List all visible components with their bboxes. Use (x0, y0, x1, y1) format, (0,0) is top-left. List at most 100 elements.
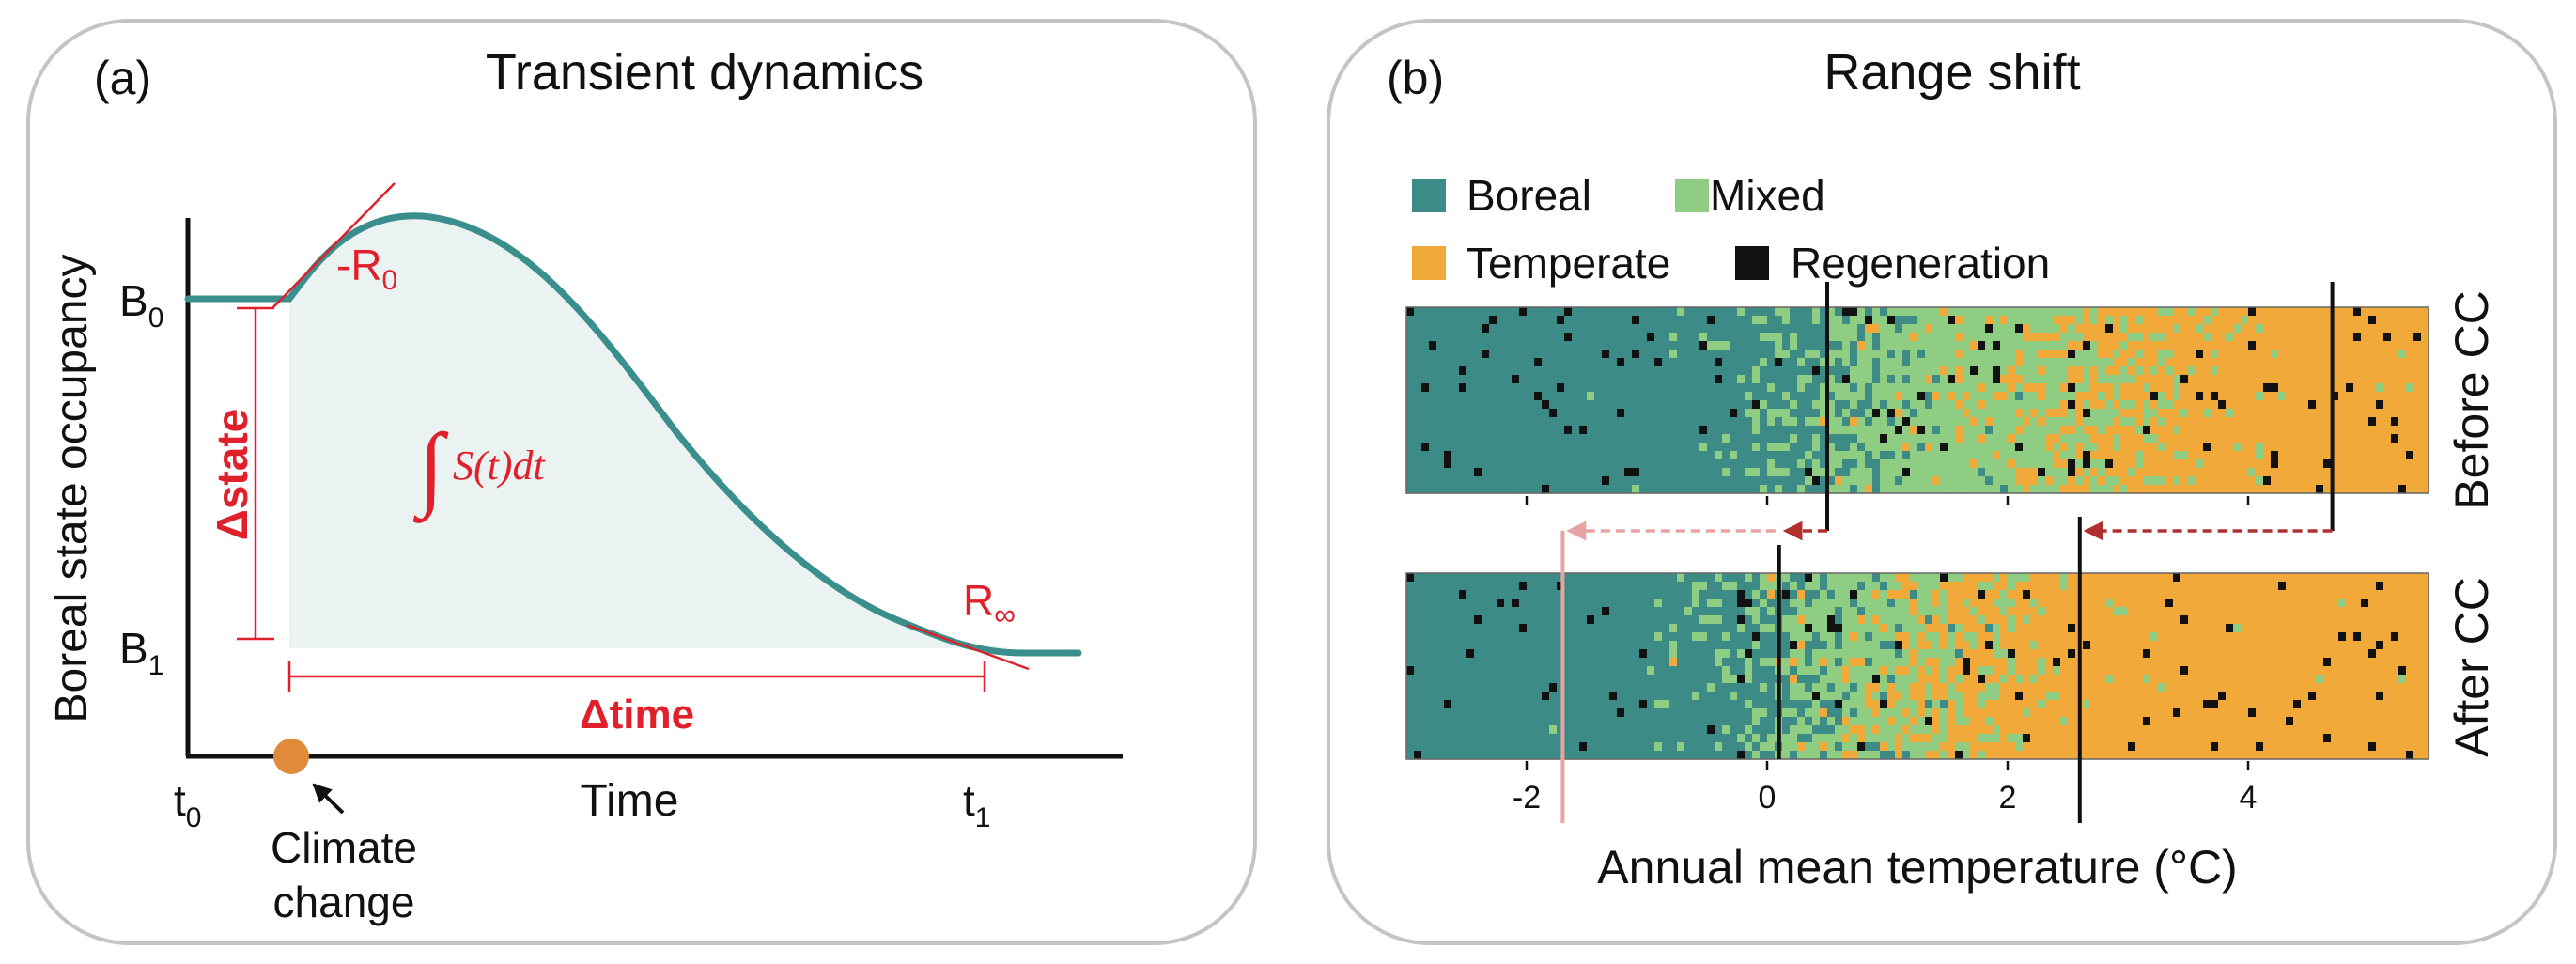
strip-cell (1414, 734, 1422, 743)
strip-cell (1579, 734, 1588, 743)
strip-cell (1985, 383, 1994, 393)
strip-cell (2188, 316, 2196, 325)
strip-cell (1632, 375, 1640, 384)
strip-cell (2263, 358, 2272, 367)
strip-cell (1730, 641, 1738, 650)
strip-cell (1805, 708, 1813, 718)
strip-cell (1669, 590, 1678, 599)
strip-cell (2015, 341, 2024, 350)
strip-cell (2188, 417, 2196, 427)
strip-cell (1572, 590, 1580, 599)
strip-cell (1910, 485, 1918, 494)
strip-cell (1557, 417, 1565, 427)
strip-cell (1512, 459, 1520, 469)
strip-cell (1745, 375, 1753, 384)
strip-cell (2226, 341, 2234, 350)
strip-cell (2105, 476, 2114, 486)
strip-cell (1677, 717, 1685, 726)
strip-cell (1602, 700, 1610, 709)
strip-cell (1497, 700, 1505, 709)
strip-cell (2075, 451, 2084, 460)
strip-cell (1932, 599, 1941, 608)
strip-cell (1579, 333, 1588, 342)
strip-cell (2188, 383, 2196, 393)
strip-cell (1624, 392, 1633, 401)
strip-cell (1444, 358, 1452, 367)
strip-cell (1948, 751, 1956, 760)
strip-cell (2353, 426, 2362, 435)
strip-cell (1564, 333, 1573, 342)
strip-cell (2030, 307, 2039, 317)
strip-cell (1579, 443, 1588, 452)
strip-cell (1414, 409, 1422, 418)
strip-cell (2173, 459, 2181, 469)
strip-cell (2301, 485, 2309, 494)
strip-cell (1497, 358, 1505, 367)
strip-cell (1684, 632, 1693, 642)
strip-cell (1647, 649, 1655, 659)
strip-cell (2308, 426, 2317, 435)
strip-cell (1474, 649, 1482, 659)
strip-cell (1880, 366, 1888, 376)
strip-cell (1639, 324, 1648, 334)
strip-cell (1519, 476, 1528, 486)
strip-cell (2030, 573, 2039, 583)
strip-cell (2413, 409, 2422, 418)
strip-cell (1647, 692, 1655, 701)
strip-cell (1677, 316, 1685, 325)
strip-cell (1617, 358, 1625, 367)
strip-cell (2128, 341, 2136, 350)
strip-cell (1542, 590, 1550, 599)
strip-cell (1429, 666, 1437, 676)
strip-cell (1902, 734, 1911, 743)
strip-cell (1624, 417, 1633, 427)
strip-cell (2030, 350, 2039, 359)
strip-cell (1489, 333, 1497, 342)
strip-cell (1519, 341, 1528, 350)
strip-cell (2293, 316, 2302, 325)
strip-cell (2053, 459, 2061, 469)
strip-cell (2383, 485, 2392, 494)
strip-cell (1865, 700, 1873, 709)
strip-cell (1459, 624, 1467, 633)
strip-cell (1993, 476, 2001, 486)
strip-cell (1527, 590, 1535, 599)
strip-cell (2053, 666, 2061, 676)
strip-cell (1745, 392, 1753, 401)
strip-cell (2173, 358, 2181, 367)
strip-cell (1865, 742, 1873, 752)
strip-cell (1549, 443, 1558, 452)
strip-cell (2391, 358, 2399, 367)
strip-cell (2053, 375, 2061, 384)
strip-cell (1421, 333, 1430, 342)
strip-cell (1820, 742, 1828, 752)
strip-cell (2135, 341, 2144, 350)
strip-cell (1775, 392, 1783, 401)
strip-cell (1557, 641, 1565, 650)
strip-cell (1632, 751, 1640, 760)
strip-cell (1662, 333, 1670, 342)
strip-cell (2045, 734, 2054, 743)
strip-cell (1850, 434, 1858, 443)
strip-cell (1459, 717, 1467, 726)
strip-cell (1489, 692, 1497, 701)
strip-cell (2180, 366, 2189, 376)
strip-cell (1482, 366, 1490, 376)
strip-cell (1707, 375, 1715, 384)
strip-cell (1482, 434, 1490, 443)
strip-cell (1978, 599, 1986, 608)
strip-cell (2008, 443, 2016, 452)
strip-cell (1963, 582, 1971, 591)
strip-cell (1632, 742, 1640, 752)
strip-cell (1910, 341, 1918, 350)
strip-cell (2150, 358, 2159, 367)
strip-cell (1978, 324, 1986, 334)
strip-cell (2293, 333, 2302, 342)
strip-cell (2188, 400, 2196, 410)
strip-cell (1489, 426, 1497, 435)
strip-cell (2038, 649, 2046, 659)
strip-cell (1677, 700, 1685, 709)
strip-cell (1624, 717, 1633, 726)
strip-cell (1639, 350, 1648, 359)
strip-cell (2150, 324, 2159, 334)
